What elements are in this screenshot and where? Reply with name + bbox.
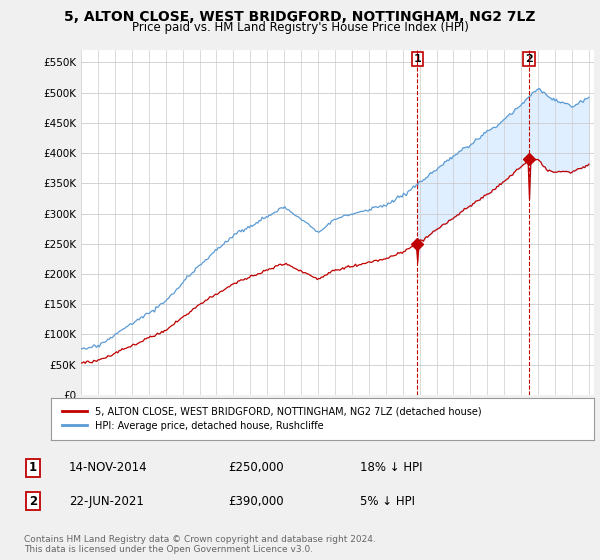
Text: 5, ALTON CLOSE, WEST BRIDGFORD, NOTTINGHAM, NG2 7LZ: 5, ALTON CLOSE, WEST BRIDGFORD, NOTTINGH… [64,10,536,24]
Text: Contains HM Land Registry data © Crown copyright and database right 2024.
This d: Contains HM Land Registry data © Crown c… [24,535,376,554]
Text: £250,000: £250,000 [228,461,284,474]
Text: 2: 2 [29,494,37,508]
Text: £390,000: £390,000 [228,494,284,508]
Legend: 5, ALTON CLOSE, WEST BRIDGFORD, NOTTINGHAM, NG2 7LZ (detached house), HPI: Avera: 5, ALTON CLOSE, WEST BRIDGFORD, NOTTINGH… [59,403,485,435]
Text: Price paid vs. HM Land Registry's House Price Index (HPI): Price paid vs. HM Land Registry's House … [131,21,469,34]
Text: 14-NOV-2014: 14-NOV-2014 [69,461,148,474]
Text: 1: 1 [413,54,421,64]
Text: 2: 2 [525,54,533,64]
Text: 5% ↓ HPI: 5% ↓ HPI [360,494,415,508]
Text: 1: 1 [29,461,37,474]
Text: 18% ↓ HPI: 18% ↓ HPI [360,461,422,474]
Text: 22-JUN-2021: 22-JUN-2021 [69,494,144,508]
